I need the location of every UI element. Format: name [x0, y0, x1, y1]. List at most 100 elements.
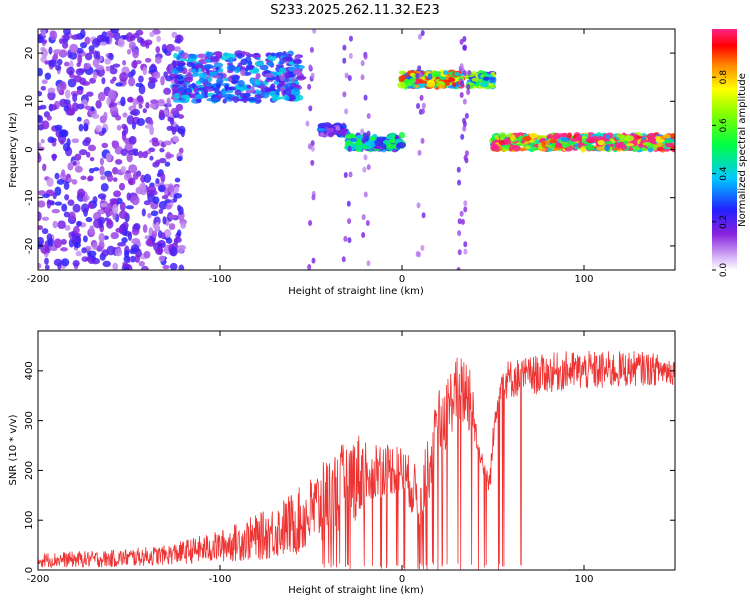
snr-series	[38, 350, 675, 570]
heatmap-cell	[149, 103, 156, 109]
heatmap-cell	[87, 144, 97, 152]
heatmap-cell	[153, 71, 161, 79]
heatmap-cell	[150, 78, 158, 83]
heatmap-cell	[421, 212, 426, 219]
heatmap-cell	[663, 133, 671, 139]
heatmap-cell	[228, 86, 237, 91]
heatmap-cell	[106, 97, 111, 106]
heatmap-cell	[126, 48, 132, 55]
snr-y-ticks: 0 100 200 300 400	[24, 361, 675, 573]
heatmap-cell	[459, 63, 464, 70]
heatmap-cell	[128, 135, 137, 145]
heatmap-cell	[93, 50, 98, 60]
heatmap-cell	[46, 200, 55, 205]
heatmap-cell	[317, 123, 327, 129]
heatmap-cell	[176, 65, 184, 72]
heatmap-cell	[642, 142, 652, 146]
heatmap-cell	[163, 87, 172, 95]
heatmap-cell	[267, 62, 274, 67]
heatmap-cell	[185, 58, 195, 63]
heatmap-cell	[80, 175, 87, 181]
heatmap-cell	[71, 138, 80, 144]
colorbar-tick-label: 0.0	[719, 263, 729, 278]
heatmap-cell	[366, 130, 371, 137]
heatmap-cell	[348, 35, 353, 42]
heatmap-cell	[145, 239, 153, 247]
heatmap-cell	[176, 229, 182, 237]
heatmap-cell	[197, 72, 208, 78]
heatmap-cells	[38, 29, 675, 270]
heatmap-cell	[228, 56, 234, 64]
heatmap-cell	[308, 64, 313, 71]
heatmap-cell	[60, 258, 70, 267]
y-tick-label: 20	[24, 47, 35, 60]
heatmap-cell	[112, 76, 117, 82]
heatmap-cell	[203, 64, 210, 68]
heatmap-cell	[38, 67, 43, 77]
heatmap-cell	[319, 131, 325, 137]
heatmap-cell	[431, 70, 439, 78]
heatmap-cell	[142, 266, 148, 270]
heatmap-cell	[216, 77, 224, 85]
x-tick-label: 100	[574, 574, 593, 585]
x-tick-label: -200	[27, 574, 50, 585]
heatmap-cell	[128, 41, 137, 50]
heatmap-cell	[417, 79, 425, 84]
heatmap-cell	[186, 62, 195, 68]
heatmap-cell	[99, 165, 105, 176]
heatmap-cell	[467, 69, 472, 76]
heatmap-cell	[58, 129, 68, 138]
heatmap-cell	[546, 133, 553, 140]
heatmap-cell	[374, 138, 384, 146]
heatmap-cell	[57, 220, 66, 230]
heatmap-cell	[275, 74, 280, 82]
heatmap-cell	[524, 145, 532, 150]
heatmap-cell	[155, 178, 160, 184]
heatmap-cell	[240, 69, 246, 77]
heatmap-cell	[127, 71, 134, 79]
heatmap-cell	[275, 88, 281, 94]
heatmap-cell	[278, 67, 287, 74]
heatmap-cell	[176, 204, 182, 212]
heatmap-cell	[663, 139, 674, 144]
heatmap-cell	[463, 154, 468, 161]
heatmap-cell	[48, 46, 53, 55]
heatmap-cell	[77, 68, 86, 73]
heatmap-cell	[51, 208, 61, 214]
heatmap-cell	[267, 54, 277, 62]
heatmap-cell	[624, 135, 635, 142]
heatmap-cell	[132, 33, 140, 39]
heatmap-cell	[471, 77, 480, 82]
heatmap-cell	[97, 91, 106, 102]
heatmap-cell	[101, 127, 107, 134]
heatmap-cell	[464, 150, 469, 157]
heatmap-cell	[111, 140, 117, 147]
heatmap-cell	[587, 137, 597, 143]
heatmap-cell	[47, 237, 54, 247]
heatmap-cell	[72, 260, 80, 267]
heatmap-cell	[282, 88, 293, 95]
heatmap-cell	[160, 172, 166, 183]
heatmap-cell	[454, 71, 460, 77]
heatmap-cell	[205, 51, 215, 58]
heatmap-cell	[151, 230, 158, 239]
heatmap-cell	[38, 200, 46, 208]
heatmap-cell	[117, 38, 125, 48]
heatmap-cell	[181, 52, 189, 60]
heatmap-cell	[196, 87, 206, 91]
heatmap-cell	[293, 94, 304, 101]
heatmap-cell	[183, 76, 194, 83]
heatmap-cell	[165, 204, 172, 210]
heatmap-cell	[67, 199, 75, 206]
heatmap-cell	[129, 110, 138, 116]
heatmap-cell	[623, 140, 628, 145]
heatmap-cell	[457, 218, 462, 225]
heatmap-cell	[285, 82, 292, 89]
heatmap-cell	[407, 82, 412, 86]
heatmap-cell	[105, 65, 111, 72]
heatmap-cell	[72, 92, 78, 103]
heatmap-cell	[127, 96, 134, 103]
heatmap-cell	[141, 151, 148, 159]
heatmap-cell	[118, 210, 128, 220]
heatmap-cell	[462, 44, 467, 51]
